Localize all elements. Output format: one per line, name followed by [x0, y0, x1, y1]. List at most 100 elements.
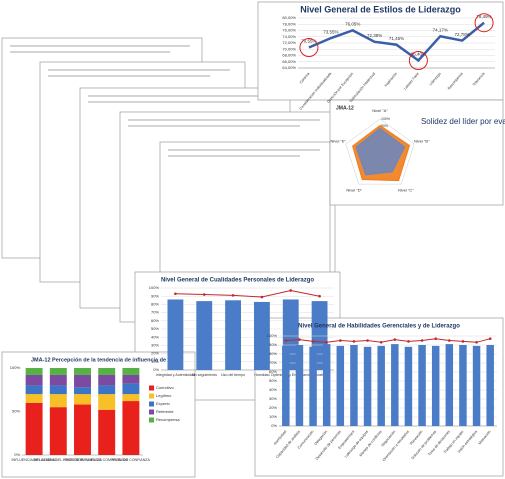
bar	[253, 301, 270, 370]
chart-title: Solidez del líder por evaluador	[421, 117, 505, 126]
axis-label: Nivel "B"	[414, 138, 430, 143]
bar-segment	[25, 385, 43, 395]
text-lines	[10, 45, 320, 157]
value-label: 76,05%	[345, 22, 360, 27]
bar	[336, 345, 345, 426]
y-tick-label: 70%	[151, 310, 159, 315]
x-tick-label: Humildad	[254, 373, 269, 377]
point	[311, 340, 315, 343]
y-tick-label: 30%	[151, 342, 159, 347]
y-tick-label: 0%	[14, 452, 20, 457]
x-tick-label: Optimismo y Entusiasmo	[271, 373, 311, 377]
y-tick-label: 100%	[149, 285, 160, 290]
y-tick-label: 0%	[153, 367, 159, 372]
bar	[167, 299, 184, 370]
bar-segment	[25, 368, 43, 375]
y-tick-label: 50%	[12, 409, 20, 414]
bar	[472, 345, 481, 426]
bar-segment	[122, 394, 140, 402]
value-label: 73,55%	[323, 29, 338, 34]
axis-label: Nivel "A"	[372, 108, 388, 113]
bar	[391, 344, 399, 426]
chart-title: Nivel General de Cualidades Personales d…	[161, 278, 314, 284]
point	[366, 339, 369, 342]
value-label: 72,38%	[367, 33, 382, 38]
point	[475, 341, 478, 344]
y-tick-label: 64,00%	[282, 65, 296, 70]
y-tick-label: 80%	[269, 351, 277, 356]
chart-title: JMA-12 Percepción de la tendencia de inf…	[31, 357, 166, 363]
y-tick-label: 68,00%	[282, 53, 296, 58]
point	[289, 289, 293, 292]
y-tick-label: 66,00%	[282, 59, 296, 64]
bar	[196, 301, 213, 370]
chart-title: Nivel General de Estilos de Liderazgo	[300, 4, 461, 14]
value-label: 72,78%	[455, 32, 470, 37]
bar-segment	[25, 374, 43, 386]
point	[202, 293, 206, 296]
point	[448, 339, 451, 342]
y-tick-label: 10%	[151, 359, 159, 364]
bar-segment	[122, 374, 140, 384]
y-tick-label: 90%	[269, 342, 277, 347]
axis-label: Nivel "E"	[330, 138, 346, 143]
bar	[295, 345, 304, 426]
bar-segment	[98, 409, 116, 455]
bar-segment	[49, 394, 67, 408]
y-tick-label: 80,00%	[282, 15, 296, 20]
legend-label: Recompensa	[156, 417, 180, 422]
legend-swatch	[149, 417, 154, 423]
bar-segment	[25, 394, 43, 403]
bar-segment	[74, 404, 91, 455]
bar-segment	[122, 401, 140, 455]
point	[318, 294, 321, 298]
data-line	[175, 289, 320, 298]
point	[339, 339, 342, 342]
bar-segment	[122, 383, 140, 395]
bar-segment	[98, 368, 116, 375]
bar	[322, 344, 331, 426]
panel	[257, 1, 504, 101]
legend-label: Experto	[156, 401, 171, 406]
point	[379, 341, 383, 344]
bar-segment	[122, 368, 140, 375]
radar-area	[355, 127, 406, 176]
point	[325, 341, 328, 344]
axis-label: Nivel "C"	[398, 188, 414, 193]
bar-segment	[74, 394, 91, 405]
y-tick-label: 90%	[151, 293, 159, 298]
x-tick-label: NIVEL DE COMPROMISO	[85, 458, 128, 462]
y-tick-label: 30%	[269, 396, 277, 401]
y-tick-label: 70,00%	[282, 46, 296, 51]
bar-segment	[49, 407, 67, 455]
chart-title: Nivel General de Habilidades Gerenciales…	[298, 324, 460, 330]
point	[298, 338, 301, 341]
y-tick-label: 70%	[269, 360, 277, 365]
point	[174, 292, 177, 296]
point	[434, 337, 437, 341]
point	[231, 294, 235, 297]
y-tick-label: 60%	[151, 318, 159, 323]
bar	[459, 345, 467, 426]
x-tick-label: Carisma	[299, 72, 311, 85]
x-tick-label: INFLUENCIA DEL ALUMNO	[11, 458, 56, 462]
bar	[377, 345, 385, 426]
bar-segment	[98, 394, 116, 410]
bar	[486, 345, 494, 426]
value-label: 71,45%	[389, 36, 404, 41]
point	[461, 340, 465, 343]
data-line	[308, 21, 485, 63]
point	[488, 337, 492, 341]
point	[407, 340, 410, 343]
value-label: 74,17%	[433, 27, 448, 32]
bar-segment	[98, 374, 116, 386]
chart-subtitle: JMA-12	[336, 105, 354, 111]
axis-label: Nivel "D"	[346, 188, 362, 193]
data-line	[285, 338, 491, 343]
bar	[445, 344, 454, 426]
x-tick-label: Uso del tiempo	[221, 373, 245, 377]
bar	[225, 300, 242, 370]
y-tick-label: 100%	[10, 365, 21, 370]
